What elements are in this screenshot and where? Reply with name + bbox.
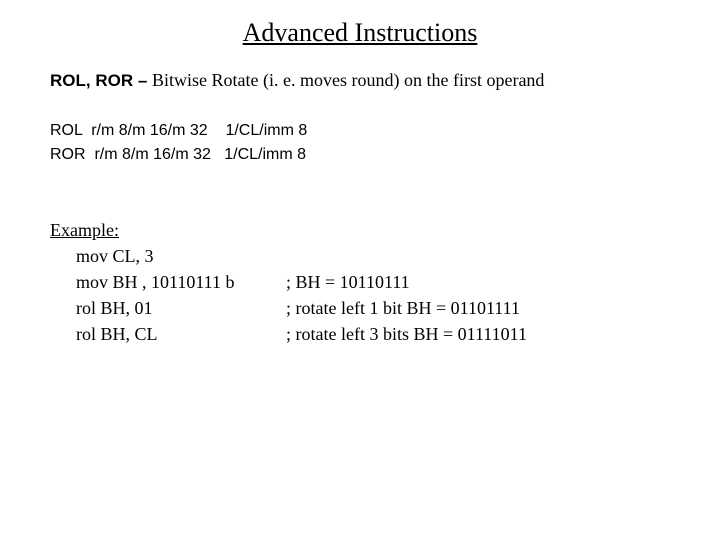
slide-page: Advanced Instructions ROL, ROR – Bitwise… <box>0 0 720 347</box>
example-block: Example: mov CL, 3 mov BH , 10110111 b; … <box>50 217 670 347</box>
example-comment: ; BH = 10110111 <box>286 269 410 295</box>
instruction-description: ROL, ROR – Bitwise Rotate (i. e. moves r… <box>50 70 670 91</box>
example-code: rol BH, 01 <box>76 295 286 321</box>
example-line: mov BH , 10110111 b; BH = 10110111 <box>50 269 670 295</box>
description-text: Bitwise Rotate (i. e. moves round) on th… <box>152 70 544 90</box>
example-line: rol BH, 01; rotate left 1 bit BH = 01101… <box>50 295 670 321</box>
syntax-ror: ROR r/m 8/m 16/m 32 1/CL/imm 8 <box>50 143 670 167</box>
example-line: rol BH, CL; rotate left 3 bits BH = 0111… <box>50 321 670 347</box>
syntax-rol: ROL r/m 8/m 16/m 32 1/CL/imm 8 <box>50 119 670 143</box>
syntax-block: ROL r/m 8/m 16/m 32 1/CL/imm 8 ROR r/m 8… <box>50 119 670 167</box>
slide-title: Advanced Instructions <box>50 18 670 48</box>
mnemonics-label: ROL, ROR – <box>50 71 152 90</box>
example-comment: ; rotate left 3 bits BH = 01111011 <box>286 321 527 347</box>
example-code: rol BH, CL <box>76 321 286 347</box>
example-line: mov CL, 3 <box>50 243 670 269</box>
example-heading: Example: <box>50 217 670 243</box>
example-code: mov BH , 10110111 b <box>76 269 286 295</box>
example-comment: ; rotate left 1 bit BH = 01101111 <box>286 295 520 321</box>
example-code: mov CL, 3 <box>76 243 286 269</box>
